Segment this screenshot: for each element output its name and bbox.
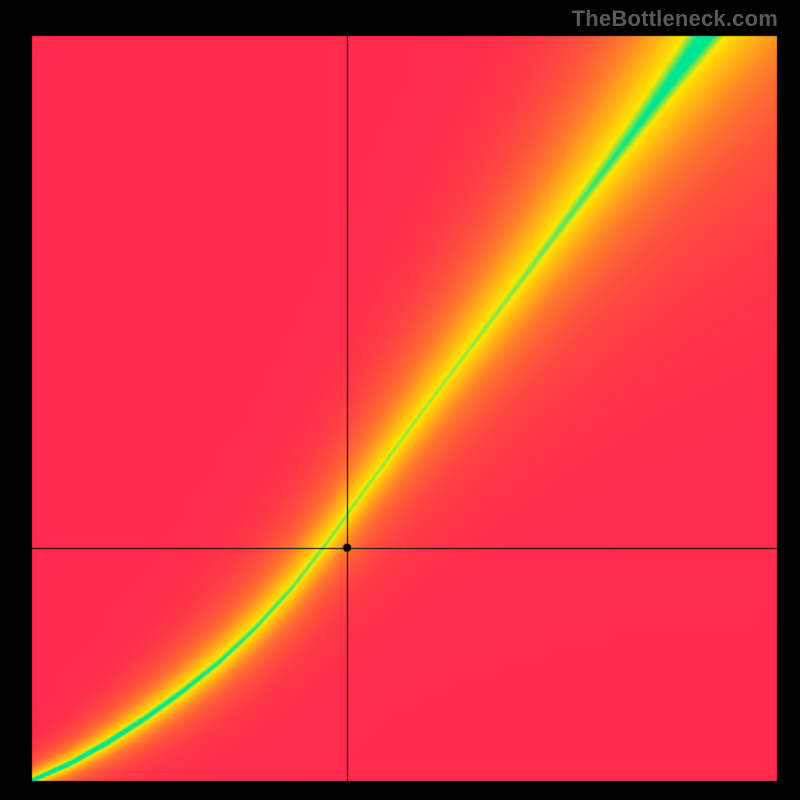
root: TheBottleneck.com [0, 0, 800, 800]
bottleneck-heatmap [0, 0, 800, 800]
watermark-text: TheBottleneck.com [572, 6, 778, 32]
